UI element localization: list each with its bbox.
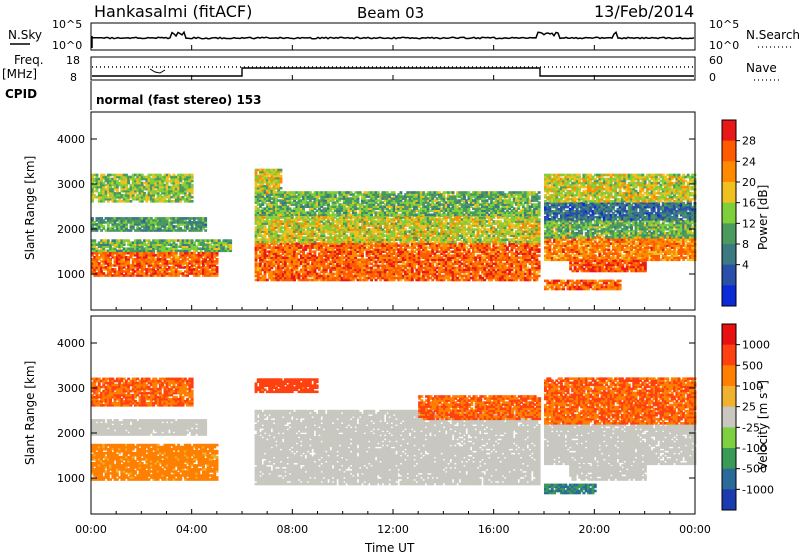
colorbar-swatch	[722, 407, 736, 428]
colorbar-tick-label: -1000	[742, 483, 774, 496]
colorbar-swatch	[722, 182, 736, 203]
x-tick-label: 20:00	[578, 523, 610, 536]
power-echoes	[91, 169, 696, 291]
velocity-ylabel: Slant Range [km]	[23, 361, 37, 465]
echo-band	[544, 220, 696, 239]
echo-band	[91, 239, 232, 252]
cpid-text: normal (fast stereo) 153	[96, 93, 262, 107]
freq-panel: Freq. [MHz] 18 8 60 0 Nave	[2, 53, 780, 84]
colorbar-tick-label: 28	[742, 135, 756, 148]
echo-band	[255, 191, 541, 216]
noise-tick-right-bottom: 10^0	[709, 39, 739, 52]
colorbar-tick-label: 12	[742, 217, 756, 230]
colorbar-swatch	[722, 244, 736, 265]
nsearch-label: N.Search	[746, 28, 800, 42]
nave-tick-top: 60	[709, 54, 723, 67]
colorbar-tick-label: 500	[742, 359, 763, 372]
colorbar-swatch	[722, 120, 736, 141]
freq-tick-bottom: 8	[70, 71, 77, 84]
echo-band	[91, 174, 194, 203]
echo-band	[544, 174, 696, 203]
colorbar-tick-label: 20	[742, 176, 756, 189]
colorbar-swatch	[722, 448, 736, 469]
freq-label: Freq.	[14, 53, 44, 67]
noise-tick-left-top: 10^5	[52, 18, 82, 31]
velocity-echoes	[91, 377, 696, 494]
colorbar-swatch	[722, 365, 736, 386]
echo-band	[569, 260, 647, 273]
echo-band	[91, 217, 207, 232]
freq-tick-top: 18	[66, 54, 80, 67]
echo-band	[418, 395, 541, 420]
echo-band	[544, 236, 696, 261]
y-tick-label: 2000	[57, 223, 85, 236]
echo-band	[91, 419, 207, 436]
y-tick-label: 4000	[57, 337, 85, 350]
x-tick-label: 16:00	[478, 523, 510, 536]
y-tick-label: 1000	[57, 472, 85, 485]
noise-tick-right-top: 10^5	[709, 18, 739, 31]
x-tick-label: 00:00	[75, 523, 107, 536]
power-colorbar: 28 24 20 16 12 8 4	[722, 120, 756, 307]
echo-band	[255, 378, 319, 393]
echo-band	[255, 169, 283, 194]
velocity-colorbar-label: Velocity [m s-1]	[756, 380, 770, 470]
colorbar-swatch	[722, 427, 736, 448]
colorbar-tick-label: 25	[742, 401, 756, 414]
freq-unit: [MHz]	[2, 67, 37, 81]
time-axis-label: Time UT	[364, 541, 415, 554]
colorbar-tick-label: 1000	[742, 339, 770, 352]
echo-band	[544, 280, 622, 291]
echo-band	[91, 444, 219, 481]
y-tick-label: 3000	[57, 178, 85, 191]
colorbar-swatch	[722, 285, 736, 306]
echo-band	[255, 410, 541, 486]
x-tick-label: 08:00	[276, 523, 308, 536]
cpid-panel: CPID normal (fast stereo) 153	[5, 81, 262, 110]
colorbar-swatch	[722, 161, 736, 182]
colorbar-swatch	[722, 469, 736, 490]
y-tick-label: 2000	[57, 427, 85, 440]
echo-band	[255, 242, 541, 281]
colorbar-swatch	[722, 141, 736, 162]
cpid-label: CPID	[5, 87, 37, 101]
echo-band	[544, 202, 696, 221]
nave-label: Nave	[746, 61, 777, 75]
echo-band	[255, 214, 541, 243]
colorbar-swatch	[722, 223, 736, 244]
colorbar-swatch	[722, 386, 736, 407]
y-tick-label: 4000	[57, 133, 85, 146]
colorbar-swatch	[722, 324, 736, 345]
nsky-label: N.Sky	[8, 28, 42, 42]
freq-line	[92, 68, 694, 76]
power-colorbar-label: Power [dB]	[756, 185, 770, 250]
x-tick-label: 00:00	[679, 523, 711, 536]
noise-panel: N.Sky 10^5 10^0 10^5 10^0 N.Search	[8, 18, 800, 52]
noise-tick-left-bottom: 10^0	[52, 39, 82, 52]
colorbar-swatch	[722, 203, 736, 224]
velocity-panel: 1000 2000 3000 4000 Slant Range [km] 1000 50…	[23, 316, 774, 514]
colorbar-swatch	[722, 489, 736, 510]
y-tick-label: 1000	[57, 268, 85, 281]
colorbar-tick-label: 24	[742, 155, 756, 168]
colorbar-tick-label: 8	[742, 238, 749, 251]
colorbar-swatch	[722, 345, 736, 366]
colorbar-tick-label: 4	[742, 259, 749, 272]
nave-tick-bottom: 0	[709, 71, 716, 84]
echo-band	[569, 464, 647, 481]
echo-band	[91, 378, 194, 407]
colorbar-swatch	[722, 265, 736, 286]
power-ylabel: Slant Range [km]	[23, 156, 37, 260]
echo-band	[91, 252, 219, 277]
x-tick-label: 12:00	[377, 523, 409, 536]
y-tick-label: 3000	[57, 382, 85, 395]
colorbar-tick-label: 16	[742, 197, 756, 210]
echo-band	[544, 424, 696, 465]
x-tick-label: 04:00	[176, 523, 208, 536]
echo-band	[544, 377, 696, 424]
echo-band	[544, 484, 597, 495]
power-panel: 1000 2000 3000 4000 Slant Range [km] 28 24 20…	[23, 112, 770, 310]
